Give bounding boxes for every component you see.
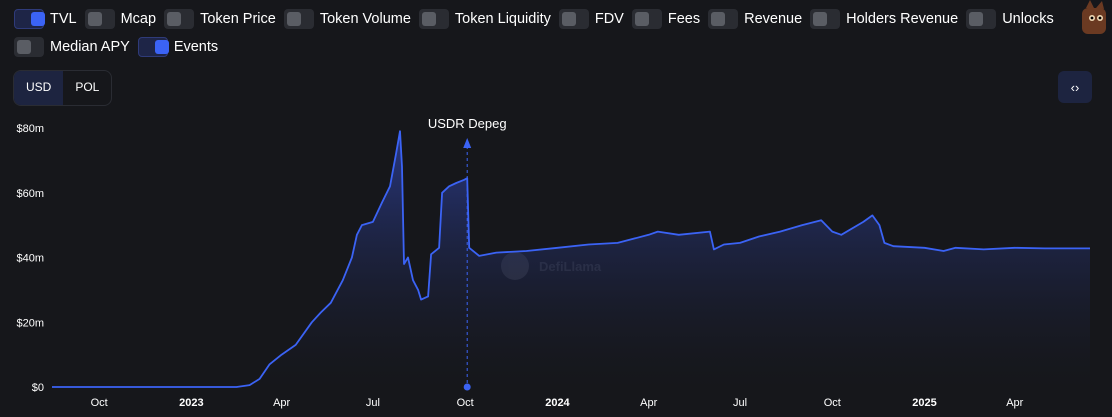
- metric-toggles: TVL Mcap Token Price Token Volume Token Liqu…: [14, 8, 1112, 58]
- x-tick-label: 2025: [912, 397, 936, 409]
- toggle-knob: [167, 12, 182, 26]
- toggle-knob: [969, 12, 984, 26]
- y-tick-label: $0: [32, 382, 44, 394]
- y-tick-label: $60m: [16, 188, 44, 200]
- toggle-switch[interactable]: [966, 9, 997, 29]
- x-tick-label: Jul: [733, 397, 747, 409]
- y-tick-label: $40m: [16, 253, 44, 265]
- x-tick-label: Apr: [640, 397, 657, 409]
- toggle-token-liquidity[interactable]: Token Liquidity: [418, 8, 551, 30]
- event-marker-dot: [463, 383, 471, 391]
- x-tick-label: Oct: [457, 397, 474, 409]
- x-tick-label: Jul: [366, 397, 380, 409]
- toggle-knob: [87, 12, 102, 26]
- toggle-label: Holders Revenue: [846, 11, 959, 27]
- y-tick-label: $20m: [16, 317, 44, 329]
- toggle-label: TVL: [50, 11, 77, 27]
- event-arrow-icon: [463, 138, 472, 148]
- toggle-knob: [17, 40, 31, 54]
- toggle-knob: [561, 12, 576, 26]
- toggle-label: Median APY: [50, 39, 130, 55]
- toggle-knob: [711, 12, 726, 26]
- toggle-mcap[interactable]: Mcap: [84, 8, 157, 30]
- toggle-label: FDV: [594, 11, 624, 27]
- toggle-revenue[interactable]: Revenue: [708, 8, 802, 30]
- toggle-unlocks[interactable]: Unlocks: [966, 8, 1054, 30]
- toggle-fdv[interactable]: FDV: [558, 8, 624, 30]
- currency-usd-button[interactable]: USD: [14, 71, 64, 105]
- toggle-label: Token Liquidity: [454, 11, 551, 27]
- event-label: USDR Depeg: [428, 116, 507, 131]
- x-tick-label: Oct: [91, 397, 108, 409]
- toggle-knob: [154, 40, 169, 54]
- toggle-fees[interactable]: Fees: [631, 8, 701, 30]
- x-tick-label: Apr: [273, 397, 290, 409]
- currency-switch: USD POL: [13, 70, 113, 106]
- toggle-knob: [634, 12, 649, 26]
- toggle-switch[interactable]: [283, 9, 314, 29]
- code-icon: ‹›: [1070, 79, 1080, 95]
- toggle-knob: [813, 12, 828, 26]
- toggle-switch[interactable]: [84, 9, 115, 29]
- toggle-label: Mcap: [120, 11, 157, 27]
- toggle-switch[interactable]: [708, 9, 739, 29]
- toggle-switch[interactable]: [14, 37, 44, 57]
- x-tick-label: Apr: [1006, 397, 1023, 409]
- y-tick-label: $80m: [16, 123, 44, 135]
- tvl-area: [52, 131, 1090, 387]
- toggle-holders-revenue[interactable]: Holders Revenue: [810, 8, 958, 30]
- currency-pol-button[interactable]: POL: [75, 80, 100, 94]
- toggle-tvl[interactable]: TVL: [14, 8, 77, 30]
- toggle-label: Fees: [667, 11, 701, 27]
- toggle-label: Unlocks: [1002, 11, 1054, 27]
- llama-mascot-icon: [1082, 0, 1106, 34]
- x-tick-label: 2023: [179, 397, 203, 409]
- toggle-label: Revenue: [744, 11, 803, 27]
- toggle-switch[interactable]: [137, 37, 169, 57]
- toggle-label: Token Volume: [319, 11, 411, 27]
- toggle-events[interactable]: Events: [137, 36, 219, 58]
- toggle-token-volume[interactable]: Token Volume: [283, 8, 411, 30]
- embed-code-button[interactable]: ‹›: [1058, 71, 1092, 103]
- toggle-switch[interactable]: [164, 9, 195, 29]
- toggle-switch[interactable]: [14, 9, 45, 29]
- toggle-switch[interactable]: [810, 9, 841, 29]
- x-tick-label: 2024: [545, 397, 570, 409]
- toggle-switch[interactable]: [558, 9, 589, 29]
- toggle-label: Token Price: [200, 11, 276, 27]
- toggle-knob: [31, 12, 45, 26]
- toggle-switch[interactable]: [418, 9, 449, 29]
- toggle-label: Events: [173, 39, 219, 55]
- toggle-knob: [421, 12, 436, 26]
- x-tick-label: Oct: [824, 397, 841, 409]
- toggle-switch[interactable]: [631, 9, 662, 29]
- toggle-knob: [286, 12, 301, 26]
- toggle-token-price[interactable]: Token Price: [164, 8, 276, 30]
- toggle-median-apy[interactable]: Median APY: [14, 36, 130, 58]
